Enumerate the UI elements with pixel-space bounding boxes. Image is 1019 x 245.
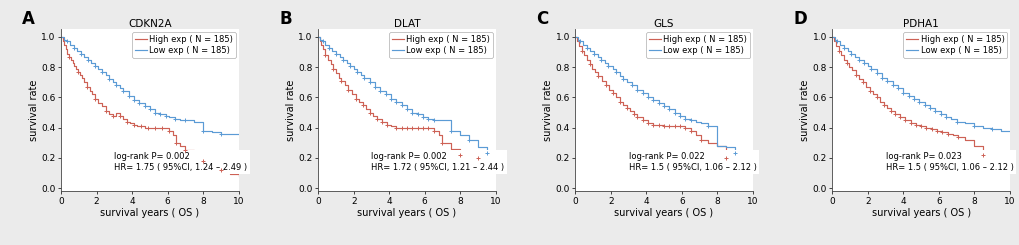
Legend: High exp ( N = 185), Low exp ( N = 185): High exp ( N = 185), Low exp ( N = 185) bbox=[903, 32, 1007, 58]
Y-axis label: survival rate: survival rate bbox=[800, 80, 810, 141]
Y-axis label: survival rate: survival rate bbox=[543, 80, 553, 141]
X-axis label: survival years ( OS ): survival years ( OS ) bbox=[357, 208, 457, 218]
Title: DLAT: DLAT bbox=[393, 19, 420, 29]
X-axis label: survival years ( OS ): survival years ( OS ) bbox=[100, 208, 200, 218]
Text: C: C bbox=[536, 10, 548, 28]
Text: D: D bbox=[793, 10, 806, 28]
Y-axis label: survival rate: survival rate bbox=[30, 80, 39, 141]
X-axis label: survival years ( OS ): survival years ( OS ) bbox=[870, 208, 970, 218]
Text: log-rank P= 0.023
HR= 1.5 ( 95%CI, 1.06 – 2.12 ): log-rank P= 0.023 HR= 1.5 ( 95%CI, 1.06 … bbox=[884, 152, 1013, 172]
X-axis label: survival years ( OS ): survival years ( OS ) bbox=[613, 208, 713, 218]
Text: log-rank P= 0.002
HR= 1.75 ( 95%CI, 1.24 – 2.49 ): log-rank P= 0.002 HR= 1.75 ( 95%CI, 1.24… bbox=[114, 152, 248, 172]
Legend: High exp ( N = 185), Low exp ( N = 185): High exp ( N = 185), Low exp ( N = 185) bbox=[132, 32, 235, 58]
Text: B: B bbox=[279, 10, 291, 28]
Title: CDKN2A: CDKN2A bbox=[128, 19, 171, 29]
Text: log-rank P= 0.022
HR= 1.5 ( 95%CI, 1.06 – 2.12 ): log-rank P= 0.022 HR= 1.5 ( 95%CI, 1.06 … bbox=[628, 152, 756, 172]
Title: GLS: GLS bbox=[653, 19, 674, 29]
Y-axis label: survival rate: survival rate bbox=[286, 80, 296, 141]
Text: log-rank P= 0.002
HR= 1.72 ( 95%CI, 1.21 – 2.44 ): log-rank P= 0.002 HR= 1.72 ( 95%CI, 1.21… bbox=[371, 152, 504, 172]
Legend: High exp ( N = 185), Low exp ( N = 185): High exp ( N = 185), Low exp ( N = 185) bbox=[646, 32, 749, 58]
Legend: High exp ( N = 185), Low exp ( N = 185): High exp ( N = 185), Low exp ( N = 185) bbox=[389, 32, 492, 58]
Title: PDHA1: PDHA1 bbox=[903, 19, 938, 29]
Text: A: A bbox=[22, 10, 35, 28]
